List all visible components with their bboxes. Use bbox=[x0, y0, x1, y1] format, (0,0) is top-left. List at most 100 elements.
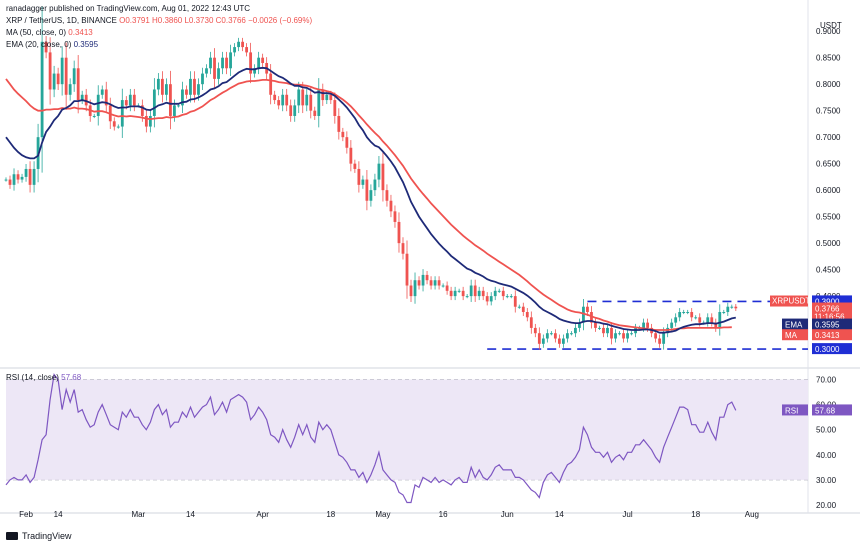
candle-body bbox=[545, 333, 549, 339]
candle-body bbox=[670, 322, 674, 328]
candle-body bbox=[501, 290, 505, 297]
candle-body bbox=[718, 312, 722, 328]
ohlc-text: O0.3791 H0.3860 L0.3730 C0.3766 −0.0026 … bbox=[119, 16, 313, 25]
candle-body bbox=[497, 290, 501, 292]
candle-body bbox=[273, 94, 277, 101]
symbol-text[interactable]: XRP / TetherUS, 1D, BINANCE bbox=[6, 16, 117, 25]
rsi-tag-bg bbox=[812, 404, 852, 416]
candle-body bbox=[485, 296, 489, 302]
candle-body bbox=[722, 312, 726, 314]
candle-body bbox=[694, 317, 698, 319]
rsi-legend[interactable]: RSI (14, close) 57.68 bbox=[6, 373, 81, 382]
candle-body bbox=[578, 322, 581, 328]
candle-body bbox=[337, 115, 341, 132]
candle-body bbox=[261, 57, 265, 63]
level-0.3900-tag-bg bbox=[812, 295, 852, 307]
price-tick-label: 0.7500 bbox=[816, 107, 841, 116]
time-axis[interactable]: Feb 14 Mar 14 Apr 18 May 16 Jun 14 Jul 18 Aug bbox=[19, 510, 759, 519]
candle-body bbox=[373, 179, 377, 191]
rsi-tick-label: 40.00 bbox=[816, 451, 837, 460]
candle-body bbox=[185, 89, 188, 95]
candle-body bbox=[24, 168, 28, 177]
candle-body bbox=[461, 290, 465, 297]
last-price-countdown: 11:16:56 bbox=[814, 313, 845, 322]
price-tick-label: 0.9000 bbox=[816, 27, 841, 36]
candle-body bbox=[221, 57, 224, 69]
ema-legend[interactable]: EMA (20, close, 0) 0.3595 bbox=[6, 40, 98, 49]
candle-body bbox=[313, 110, 317, 116]
candle-body bbox=[269, 73, 273, 95]
candle-body bbox=[529, 317, 533, 328]
candle-body bbox=[325, 94, 329, 101]
candle-body bbox=[357, 168, 361, 185]
candlesticks bbox=[4, 6, 738, 350]
candle-body bbox=[590, 312, 593, 323]
candle-body bbox=[493, 290, 497, 297]
ma-side-label-bg bbox=[782, 329, 808, 341]
time-tick-label: Jul bbox=[622, 510, 632, 519]
candle-body bbox=[20, 176, 24, 180]
tradingview-logo-icon bbox=[6, 532, 18, 540]
rsi-tag-value: 57.68 bbox=[815, 406, 836, 415]
candle-body bbox=[301, 89, 305, 106]
candle-body bbox=[104, 89, 108, 106]
candle-body bbox=[509, 296, 513, 298]
rsi-tick-label: 20.00 bbox=[816, 501, 837, 510]
ema-tag-value: 0.3595 bbox=[815, 321, 840, 330]
ma-tag-value: 0.3413 bbox=[815, 331, 840, 340]
candle-body bbox=[92, 115, 96, 117]
candle-body bbox=[237, 41, 240, 48]
candle-body bbox=[173, 105, 176, 116]
candle-body bbox=[16, 174, 20, 180]
candle-body bbox=[594, 322, 597, 328]
candle-body bbox=[630, 333, 633, 335]
candle-body bbox=[253, 68, 257, 74]
candle-body bbox=[690, 312, 694, 318]
candle-body bbox=[156, 78, 160, 90]
publisher-text: ranadagger published on TradingView.com,… bbox=[6, 4, 251, 13]
candle-body bbox=[64, 57, 68, 95]
candle-body bbox=[309, 94, 313, 111]
candle-body bbox=[714, 322, 718, 328]
candle-body bbox=[658, 338, 662, 344]
candle-body bbox=[541, 338, 545, 344]
candle-body bbox=[225, 57, 228, 69]
time-tick-label: Apr bbox=[256, 510, 269, 519]
candle-body bbox=[505, 296, 509, 298]
candle-body bbox=[132, 94, 136, 106]
candle-body bbox=[489, 296, 493, 302]
candle-body bbox=[674, 317, 678, 323]
candle-body bbox=[734, 306, 738, 309]
candle-body bbox=[602, 327, 605, 334]
candle-body bbox=[570, 333, 573, 335]
ma-legend-label: MA (50, close, 0) bbox=[6, 28, 67, 37]
candle-body bbox=[393, 211, 397, 222]
candle-body bbox=[40, 41, 44, 138]
candle-body bbox=[453, 290, 457, 297]
candle-body bbox=[433, 280, 437, 286]
candle-body bbox=[662, 333, 666, 344]
level-0.3000-tag-value: 0.3000 bbox=[815, 345, 840, 354]
candle-body bbox=[213, 57, 216, 79]
candle-body bbox=[606, 327, 609, 334]
candle-body bbox=[610, 327, 613, 339]
candle-body bbox=[361, 179, 365, 185]
rsi-side-label: RSI bbox=[785, 406, 798, 415]
footer-brand[interactable]: TradingView bbox=[6, 531, 72, 541]
candle-body bbox=[421, 274, 425, 286]
price-tick-label: 0.7000 bbox=[816, 133, 841, 142]
candle-body bbox=[44, 41, 48, 53]
candle-body bbox=[80, 94, 84, 101]
rsi-tick-label: 30.00 bbox=[816, 476, 837, 485]
candle-body bbox=[449, 290, 453, 297]
ema-tag-bg bbox=[812, 318, 852, 330]
candle-body bbox=[164, 84, 168, 95]
symbol-side-label-bg bbox=[770, 295, 808, 307]
time-tick-label: Feb bbox=[19, 510, 33, 519]
candle-body bbox=[425, 274, 429, 281]
ma-legend[interactable]: MA (50, close, 0) 0.3413 bbox=[6, 28, 93, 37]
rsi-band bbox=[6, 379, 808, 480]
time-tick-label: May bbox=[375, 510, 390, 519]
